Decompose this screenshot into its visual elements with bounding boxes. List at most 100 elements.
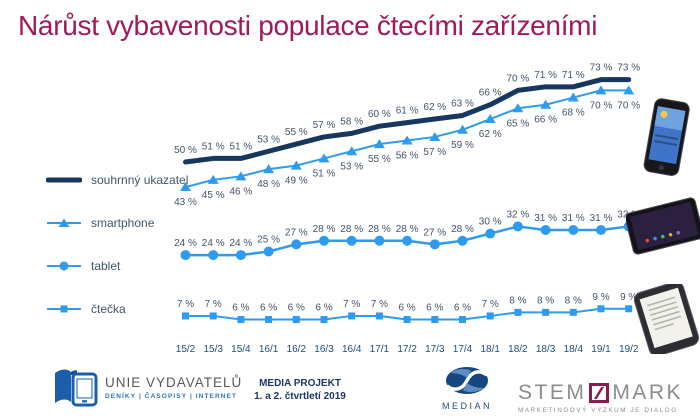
x-axis-label: 19/2 <box>619 344 639 355</box>
data-label: 6 % <box>398 303 415 314</box>
data-label: 55 % <box>285 127 308 138</box>
media-projekt-caption: MEDIA PROJEKT 1. a 2. čtvrtletí 2019 <box>235 378 365 403</box>
media-projekt-line1: MEDIA PROJEKT <box>259 378 341 389</box>
x-axis-label: 17/1 <box>370 344 390 355</box>
data-point <box>263 246 274 257</box>
data-point <box>235 250 246 261</box>
data-label: 51 % <box>202 141 225 152</box>
data-point <box>568 225 579 236</box>
data-point <box>208 250 219 261</box>
x-axis-label: 18/2 <box>508 344 528 355</box>
legend-item-tablet: tablet <box>46 257 188 275</box>
data-label: 6 % <box>232 303 249 314</box>
unie-name: UNIE VYDAVATELŮ <box>105 374 243 390</box>
x-axis-label: 15/3 <box>203 344 223 355</box>
data-label: 60 % <box>368 109 391 120</box>
data-point <box>401 135 413 145</box>
data-label: 58 % <box>340 116 363 127</box>
data-label: 28 % <box>451 224 474 235</box>
triangle-marker-icon <box>47 218 81 227</box>
data-label: 7 % <box>343 299 360 310</box>
data-point <box>235 171 247 181</box>
x-axis-label: 18/3 <box>536 344 556 355</box>
data-point <box>237 316 245 324</box>
data-label: 66 % <box>534 115 557 126</box>
data-label: 73 % <box>590 63 613 74</box>
media-projekt-line2: 1. a 2. čtvrtletí 2019 <box>254 390 346 402</box>
legend-item-ctecka: čtečka <box>46 300 188 318</box>
data-label: 6 % <box>426 303 443 314</box>
data-label: 71 % <box>534 70 557 81</box>
data-label: 7 % <box>177 299 194 310</box>
data-point <box>486 312 494 320</box>
data-point <box>596 225 606 236</box>
data-point <box>540 225 551 236</box>
data-point <box>209 312 217 320</box>
unie-subtitle: DENÍKY | ČASOPISY | INTERNET <box>105 392 238 400</box>
data-label: 56 % <box>396 151 419 162</box>
data-label: 57 % <box>313 120 336 131</box>
data-point <box>457 235 468 246</box>
data-point <box>540 99 552 109</box>
data-label: 66 % <box>479 88 502 99</box>
data-label: 57 % <box>423 147 446 158</box>
data-label: 32 % <box>507 209 530 220</box>
data-label: 27 % <box>423 227 446 238</box>
data-point <box>403 316 411 324</box>
series-0: 50 % 51 % 51 % 53 % 55 % 57 % 58 % 60 % 61 % 62 %… <box>174 63 640 165</box>
square-marker-icon <box>47 305 81 313</box>
x-axis-label: 15/2 <box>176 344 196 355</box>
data-label: 63 % <box>451 98 474 109</box>
unie-vydavatelu-logo: UNIE VYDAVATELŮ DENÍKY | ČASOPISY | INTE… <box>52 366 242 408</box>
data-label: 8 % <box>537 295 554 306</box>
data-label: 6 % <box>454 303 471 314</box>
data-point <box>290 160 302 170</box>
tablet-image <box>626 197 700 255</box>
data-point <box>623 85 635 95</box>
data-point <box>542 308 550 316</box>
data-label: 73 % <box>617 63 640 74</box>
data-point <box>263 164 275 174</box>
data-point <box>373 139 385 149</box>
legend-label: čtečka <box>91 302 126 316</box>
data-label: 28 % <box>368 224 391 235</box>
data-point <box>180 182 191 192</box>
x-axis-label: 18/4 <box>564 344 584 355</box>
data-label: 53 % <box>340 161 363 172</box>
data-label: 25 % <box>257 235 280 246</box>
chart-title: Nárůst vybavenosti populace čtecími zaří… <box>18 10 598 41</box>
data-label: 62 % <box>479 129 502 140</box>
data-point <box>374 235 385 246</box>
x-axis-label: 16/1 <box>259 344 279 355</box>
median-logo: MEDIAN <box>437 366 497 411</box>
data-label: 48 % <box>257 179 280 190</box>
data-point <box>375 312 383 320</box>
data-point <box>514 308 522 316</box>
median-swirl-icon <box>445 367 489 394</box>
data-label: 30 % <box>479 217 502 228</box>
stemmark-part1: STEM <box>518 381 587 404</box>
data-label: 68 % <box>562 108 585 119</box>
data-point <box>512 221 523 232</box>
data-point <box>431 316 439 324</box>
legend-item-smartphone: smartphone <box>46 214 188 232</box>
median-name: MEDIAN <box>441 401 492 411</box>
data-point <box>318 153 330 163</box>
data-label: 28 % <box>340 224 363 235</box>
data-label: 9 % <box>620 292 637 303</box>
data-point <box>265 316 273 324</box>
series-1: 43 % 45 % 46 % 48 % 49 % 51 % 53 % 55 % 56 % 57 %… <box>174 85 640 208</box>
data-label: 9 % <box>592 292 609 303</box>
data-label: 61 % <box>396 106 419 117</box>
data-label: 51 % <box>230 141 253 152</box>
data-point <box>320 316 328 324</box>
data-point <box>346 146 358 156</box>
data-label: 43 % <box>174 197 197 208</box>
data-point <box>319 235 329 246</box>
data-label: 28 % <box>313 224 336 235</box>
data-label: 7 % <box>205 299 222 310</box>
circle-marker-icon <box>47 261 81 271</box>
x-axis-label: 18/1 <box>480 344 500 355</box>
data-label: 7 % <box>482 299 499 310</box>
data-label: 70 % <box>617 100 640 111</box>
